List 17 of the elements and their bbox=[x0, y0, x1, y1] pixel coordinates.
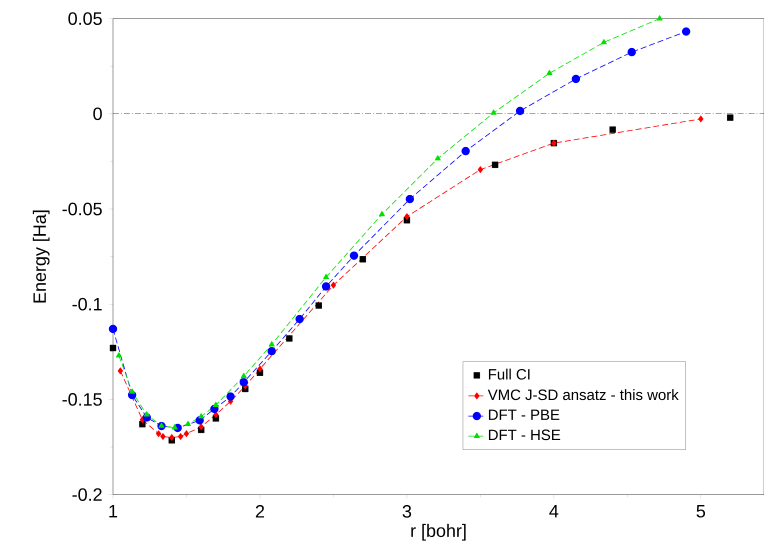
x-tick-label: 5 bbox=[696, 505, 706, 518]
y-tick-label: 0.05 bbox=[68, 12, 102, 25]
x-tick-label: 4 bbox=[549, 505, 558, 518]
legend-label: DFT - PBE bbox=[488, 410, 560, 420]
legend-label: Full CI bbox=[488, 368, 530, 380]
y-tick-label: 0 bbox=[93, 107, 102, 120]
x-tick-label: 3 bbox=[402, 505, 412, 518]
legend-label: VMC J-SD ansatz - this work bbox=[488, 389, 679, 400]
y-tick-label: -0.1 bbox=[72, 298, 102, 311]
y-tick-label: -0.2 bbox=[72, 488, 102, 501]
x-tick-label: 1 bbox=[109, 505, 118, 518]
y-axis-title: Energy [Ha] bbox=[32, 210, 50, 302]
y-tick-label: -0.05 bbox=[62, 202, 102, 216]
y-tick-label: -0.15 bbox=[62, 393, 102, 406]
x-axis-title: r [bohr] bbox=[411, 524, 466, 541]
x-tick-label: 2 bbox=[256, 505, 264, 518]
legend-label: DFT - HSE bbox=[488, 430, 560, 440]
